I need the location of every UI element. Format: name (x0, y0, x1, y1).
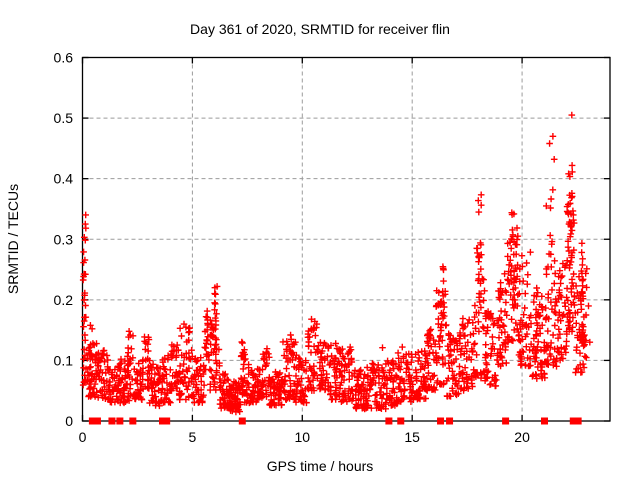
flag-square-marker (108, 417, 116, 425)
y-tick-label: 0.3 (54, 231, 74, 247)
flag-square-marker (569, 417, 577, 425)
srmtid-plus-markers (79, 111, 594, 416)
x-tick-label: 0 (79, 429, 87, 445)
flag-square-marker (385, 417, 393, 425)
y-tick-label: 0.4 (54, 171, 74, 187)
flag-square-marker (129, 417, 137, 425)
x-tick-label: 5 (188, 429, 196, 445)
flag-square-marker (502, 417, 510, 425)
flag-square-marker (574, 417, 582, 425)
flag-square-marker (446, 417, 454, 425)
y-tick-label: 0.1 (54, 352, 74, 368)
flag-square-marker (116, 417, 124, 425)
x-axis-label: GPS time / hours (267, 458, 374, 474)
data-points-series (79, 111, 594, 416)
x-tick-label: 20 (514, 429, 530, 445)
chart-title: Day 361 of 2020, SRMTID for receiver fli… (190, 21, 450, 37)
axis-ticks (81, 56, 610, 422)
x-tick-label: 15 (404, 429, 420, 445)
flag-square-marker (238, 417, 246, 425)
x-tick-label: 10 (295, 429, 311, 445)
flag-square-marker (159, 417, 167, 425)
flag-square-marker (541, 417, 549, 425)
flag-square-marker (88, 417, 96, 425)
tick-labels: 0 5 10 15 20 0 0.1 0.2 0.3 0.4 0.5 0.6 (54, 50, 531, 446)
y-tick-label: 0.6 (54, 50, 74, 66)
y-tick-label: 0.2 (54, 292, 74, 308)
flag-square-marker (397, 417, 405, 425)
flag-square-marker (437, 417, 445, 425)
flag-square-marker (163, 417, 171, 425)
y-tick-label: 0.5 (54, 110, 74, 126)
flagged-points-series (88, 417, 582, 425)
y-axis-label: SRMTID / TECUs (5, 184, 21, 294)
y-tick-label: 0 (65, 413, 73, 429)
flag-square-marker (93, 417, 101, 425)
